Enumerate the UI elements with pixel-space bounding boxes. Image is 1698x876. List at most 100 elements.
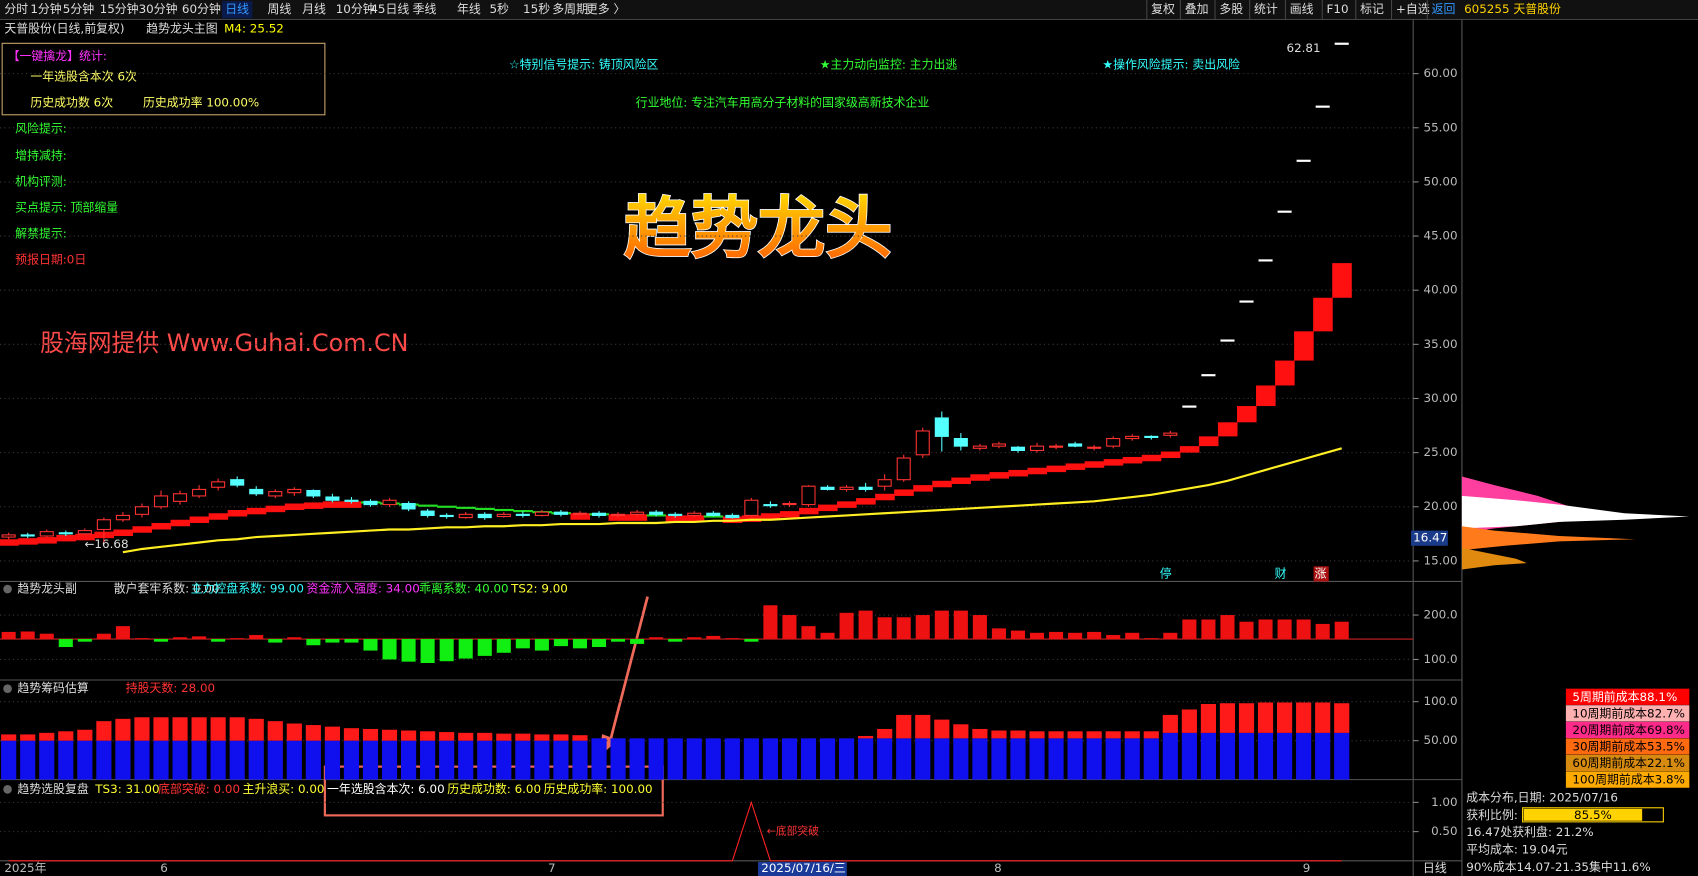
hint: 机构评测: — [15, 174, 67, 188]
toolbar-tab[interactable]: 日线 — [225, 2, 249, 16]
toolbar-button[interactable]: 复权 — [1151, 2, 1175, 16]
panel-item: 散户套牢系数: 0.00 — [114, 582, 220, 596]
toolbar-button[interactable]: 叠加 — [1185, 2, 1209, 16]
bar — [706, 635, 721, 640]
bar-upper — [439, 732, 455, 741]
chip-row: 30周期前成本53.5% — [1572, 740, 1685, 754]
toolbar-tab[interactable]: 5分钟 — [63, 2, 94, 16]
toolbar-tab[interactable]: 45日线 — [370, 2, 409, 16]
chip-profile — [1461, 547, 1527, 570]
candle-body — [115, 514, 130, 521]
candle-body — [401, 502, 416, 510]
trend-step — [741, 515, 762, 522]
toolbar-button[interactable]: 画线 — [1290, 2, 1314, 16]
bar-upper — [991, 730, 1007, 739]
trend-step — [475, 507, 495, 511]
trend-step — [418, 504, 438, 507]
toolbar-button[interactable]: 多股 — [1219, 2, 1243, 16]
candle-body — [782, 502, 797, 506]
candle-body — [630, 511, 645, 515]
bar — [953, 610, 968, 640]
toolbar-tab[interactable]: 周线 — [267, 2, 291, 16]
bar-upper — [915, 714, 931, 739]
candle-body — [1087, 446, 1102, 449]
bar — [1010, 630, 1026, 640]
bar-lower — [534, 740, 550, 780]
bar-lower — [210, 740, 226, 780]
candle-body — [325, 496, 340, 501]
date-label: 8 — [994, 861, 1002, 875]
bar — [896, 617, 911, 640]
bar — [1068, 632, 1083, 640]
toolbar-tab[interactable]: 年线 — [457, 2, 481, 16]
panel-item: 乖离系数: 40.00 — [419, 582, 509, 596]
panel-icon[interactable] — [3, 584, 12, 594]
toolbar-button[interactable]: +自选 — [1396, 2, 1430, 16]
bar-lower — [1124, 738, 1140, 780]
candle-body — [249, 488, 264, 495]
candle-body — [1258, 259, 1273, 262]
toolbar-tab[interactable]: 60分钟 — [182, 2, 221, 16]
trend-step — [1236, 406, 1257, 423]
trend-step — [341, 501, 362, 508]
bar-lower — [1277, 732, 1293, 780]
bar-upper — [20, 734, 36, 741]
bar-upper — [324, 726, 340, 741]
trend-step — [1313, 297, 1333, 332]
trend-step — [456, 506, 476, 509]
toolbar-tab[interactable]: 15秒 — [523, 2, 550, 16]
bar — [1049, 631, 1064, 640]
toolbar-button[interactable]: 返回 — [1432, 2, 1456, 16]
toolbar-tab[interactable]: 30分钟 — [139, 2, 178, 16]
y-tick-label: 30.00 — [1423, 391, 1457, 405]
bar — [420, 639, 435, 664]
arrow — [607, 596, 649, 748]
bar-lower — [1315, 732, 1331, 780]
toolbar-tab[interactable]: 分时 — [4, 2, 28, 16]
stats-success: 历史成功数 6次 — [30, 95, 113, 109]
y-tick-label: 25.00 — [1423, 445, 1457, 459]
bar-upper — [343, 728, 360, 741]
trend-step — [856, 498, 876, 505]
bar-lower — [267, 740, 283, 780]
trend-step — [322, 501, 343, 508]
bar — [1315, 623, 1330, 640]
toolbar-tab[interactable]: 季线 — [413, 2, 437, 16]
bar-lower — [153, 740, 169, 780]
bar-lower — [915, 738, 931, 780]
toolbar-button[interactable]: 标记 — [1360, 2, 1384, 16]
toolbar-button[interactable]: 统计 — [1254, 2, 1278, 16]
trend-step — [56, 534, 76, 542]
toolbar-tab[interactable]: 10分钟 — [336, 2, 375, 16]
candle-body — [591, 512, 607, 516]
toolbar-tab[interactable]: 1分钟 — [30, 2, 61, 16]
panel-icon[interactable] — [3, 684, 12, 694]
signal-line — [8, 800, 1342, 862]
bar-lower — [781, 738, 798, 780]
candle-body — [153, 495, 169, 508]
period: 日线 — [1423, 861, 1447, 875]
panel-name: 趋势筹码估算 — [17, 681, 89, 695]
toolbar-tab[interactable]: 15分钟 — [100, 2, 139, 16]
toolbar-tab[interactable]: 5秒 — [489, 2, 509, 16]
bar-lower — [1181, 732, 1197, 780]
bar — [877, 617, 892, 640]
marker: 财 — [1275, 566, 1287, 580]
toolbar-tab[interactable]: 更多 〉 — [586, 2, 626, 16]
trend-step — [970, 474, 990, 481]
date-label: 2025年 — [4, 861, 46, 875]
toolbar-button[interactable]: F10 — [1327, 2, 1349, 16]
bar-lower — [96, 740, 112, 780]
panel-item: 底部突破: 0.00 — [158, 782, 240, 796]
candle-body — [268, 491, 283, 497]
toolbar-tab[interactable]: 月线 — [302, 2, 326, 16]
trend-step — [265, 505, 286, 513]
stock-name: 605255 天普股份 — [1464, 2, 1561, 16]
bar-lower — [1010, 738, 1026, 780]
toolbar-tab[interactable]: 多周期 — [552, 2, 588, 16]
hint: 买点提示: 顶部缩量 — [15, 200, 118, 214]
panel-item: 资金流入强度: 34.00 — [306, 582, 419, 596]
panel-icon[interactable] — [3, 785, 12, 794]
candle-body — [1049, 445, 1064, 448]
